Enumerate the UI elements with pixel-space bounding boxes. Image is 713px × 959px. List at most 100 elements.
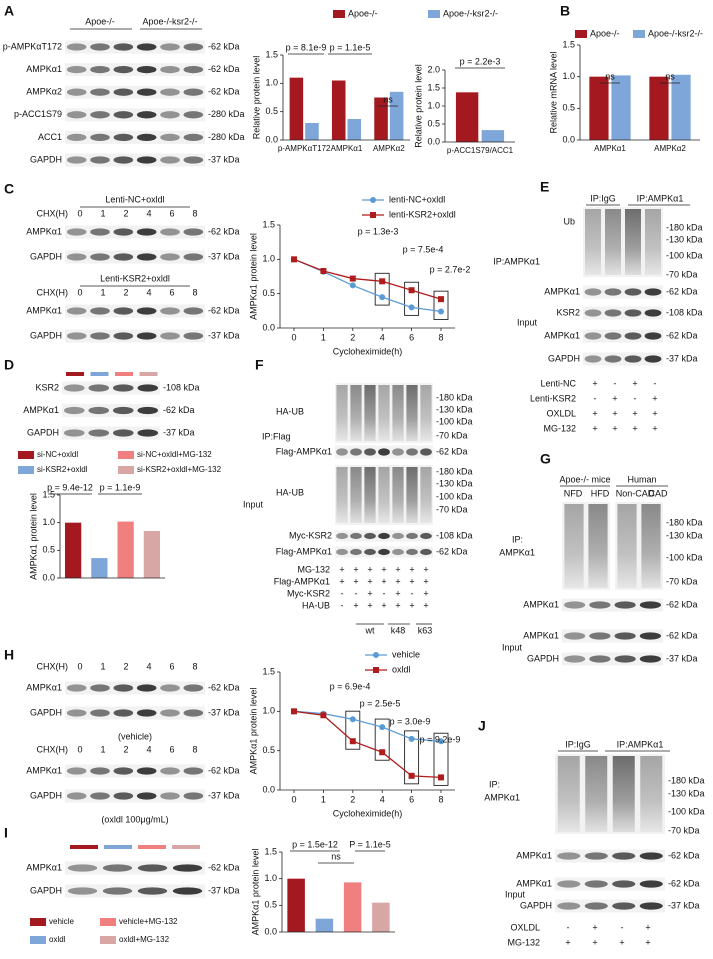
input-label: Input [502,642,523,652]
blot-background [65,861,205,875]
chx-label: CHX(H) [37,287,69,297]
blot-band [102,864,133,872]
blot-band [66,228,87,236]
ladder-label: -70 kDa [436,430,468,440]
blot-background [583,329,663,343]
blot-band [137,864,168,872]
legend-label: oxldl+MG-132 [119,935,170,944]
blot-band [584,902,608,910]
ladder-label: -180 kDa [668,775,705,785]
annotation: p = 8.1e-9 [286,42,327,52]
legend-label: Apoe-/-ksr2-/- [648,28,703,38]
condition-mark: + [632,423,637,433]
row-label: GAPDH [30,885,62,895]
blot-band [66,156,87,164]
panel-letter: F [255,357,264,373]
blot-band [584,880,608,888]
kda-label: -108 kDa [666,307,703,317]
panel-letter: H [4,647,14,663]
y-axis-label: Relative protein level [251,56,261,140]
marker [291,708,297,715]
blot-band [113,133,134,142]
lane-label: NFD [564,488,583,498]
blot-band [604,309,622,317]
legend-label: Apoe-/- [590,28,620,38]
row-label: KSR2 [556,307,580,317]
kda-label: -37 kDa [208,790,240,800]
panel-letter: E [540,179,549,195]
chx-label: CHX(H) [37,661,69,671]
kda-label: -62 kDa [208,305,240,315]
blot-band [66,43,87,51]
blot-band [160,65,180,74]
group-color-bar [66,372,84,376]
kda-label: -37 kDa [208,154,240,164]
y-tick-label: 0.0 [262,322,275,332]
blot-band [136,88,157,96]
row-label: AMPKα1 [516,850,552,860]
condition-mark: + [395,588,400,598]
blot-band [644,288,662,296]
blot-band [113,792,134,800]
time-label: 6 [169,661,174,671]
condition-mark: + [619,937,624,947]
blot-band [160,156,180,164]
blot-band [183,792,204,800]
x-tick-label: AMPKα2 [654,144,686,153]
kda-label: -62 kDa [208,64,240,74]
blot-band [406,532,418,540]
time-label: 8 [192,208,197,218]
blot-smear [617,504,637,588]
kda-label: -62 kDa [208,87,240,97]
kda-label: -62 kDa [436,546,468,556]
blot-band [90,111,110,119]
annotation: p = 2.5e-5 [360,698,401,708]
time-label: 1 [100,744,105,754]
legend-swatch [428,10,440,18]
blot-smear [645,209,661,275]
blot-band [378,448,390,456]
row-label: AMPKα1 [26,765,62,775]
legend-label: oxldl [392,664,411,674]
blot-band [137,406,159,415]
y-tick-label: 0.0 [265,134,278,144]
row-label: GAPDH [30,251,62,261]
condition-mark: + [395,564,400,574]
blot-band [584,288,602,296]
time-label: 2 [123,744,128,754]
blot-band [336,448,348,456]
blot-band [90,156,110,164]
time-label: 1 [100,287,105,297]
ladder-label: -100 kDa [666,250,703,260]
condition-mark: + [367,600,372,610]
legend-swatch [18,466,34,474]
blot-band [160,792,180,800]
blot-band [378,548,390,556]
row-label: HA-UB [276,487,304,497]
blot-band [350,448,362,456]
blot-band [392,532,404,540]
blot-band [589,601,611,609]
ladder-label: -180 kDa [666,222,703,232]
ip-header: IP:IgG [565,739,591,749]
bar [374,97,388,140]
ip-header: IP:IgG [590,193,616,203]
blot-band [604,288,622,296]
blot-band [589,655,611,663]
ladder-label: -70 kDa [666,576,698,586]
blot-smear [564,504,584,588]
lane-label: CAD [648,488,668,498]
condition-mark: + [381,564,386,574]
blot-band [136,792,157,800]
annotation: p = 7.5e-4 [403,244,444,254]
kda-label: -62 kDa [208,682,240,692]
blot-band [90,88,110,96]
kda-label: -62 kDa [208,226,240,236]
x-axis-label: Cycloheximide(h) [333,808,403,818]
blot-band [112,429,134,437]
kda-label: -62 kDa [666,286,698,296]
marker [408,304,415,311]
marker [438,738,444,745]
blot-band [420,448,432,456]
